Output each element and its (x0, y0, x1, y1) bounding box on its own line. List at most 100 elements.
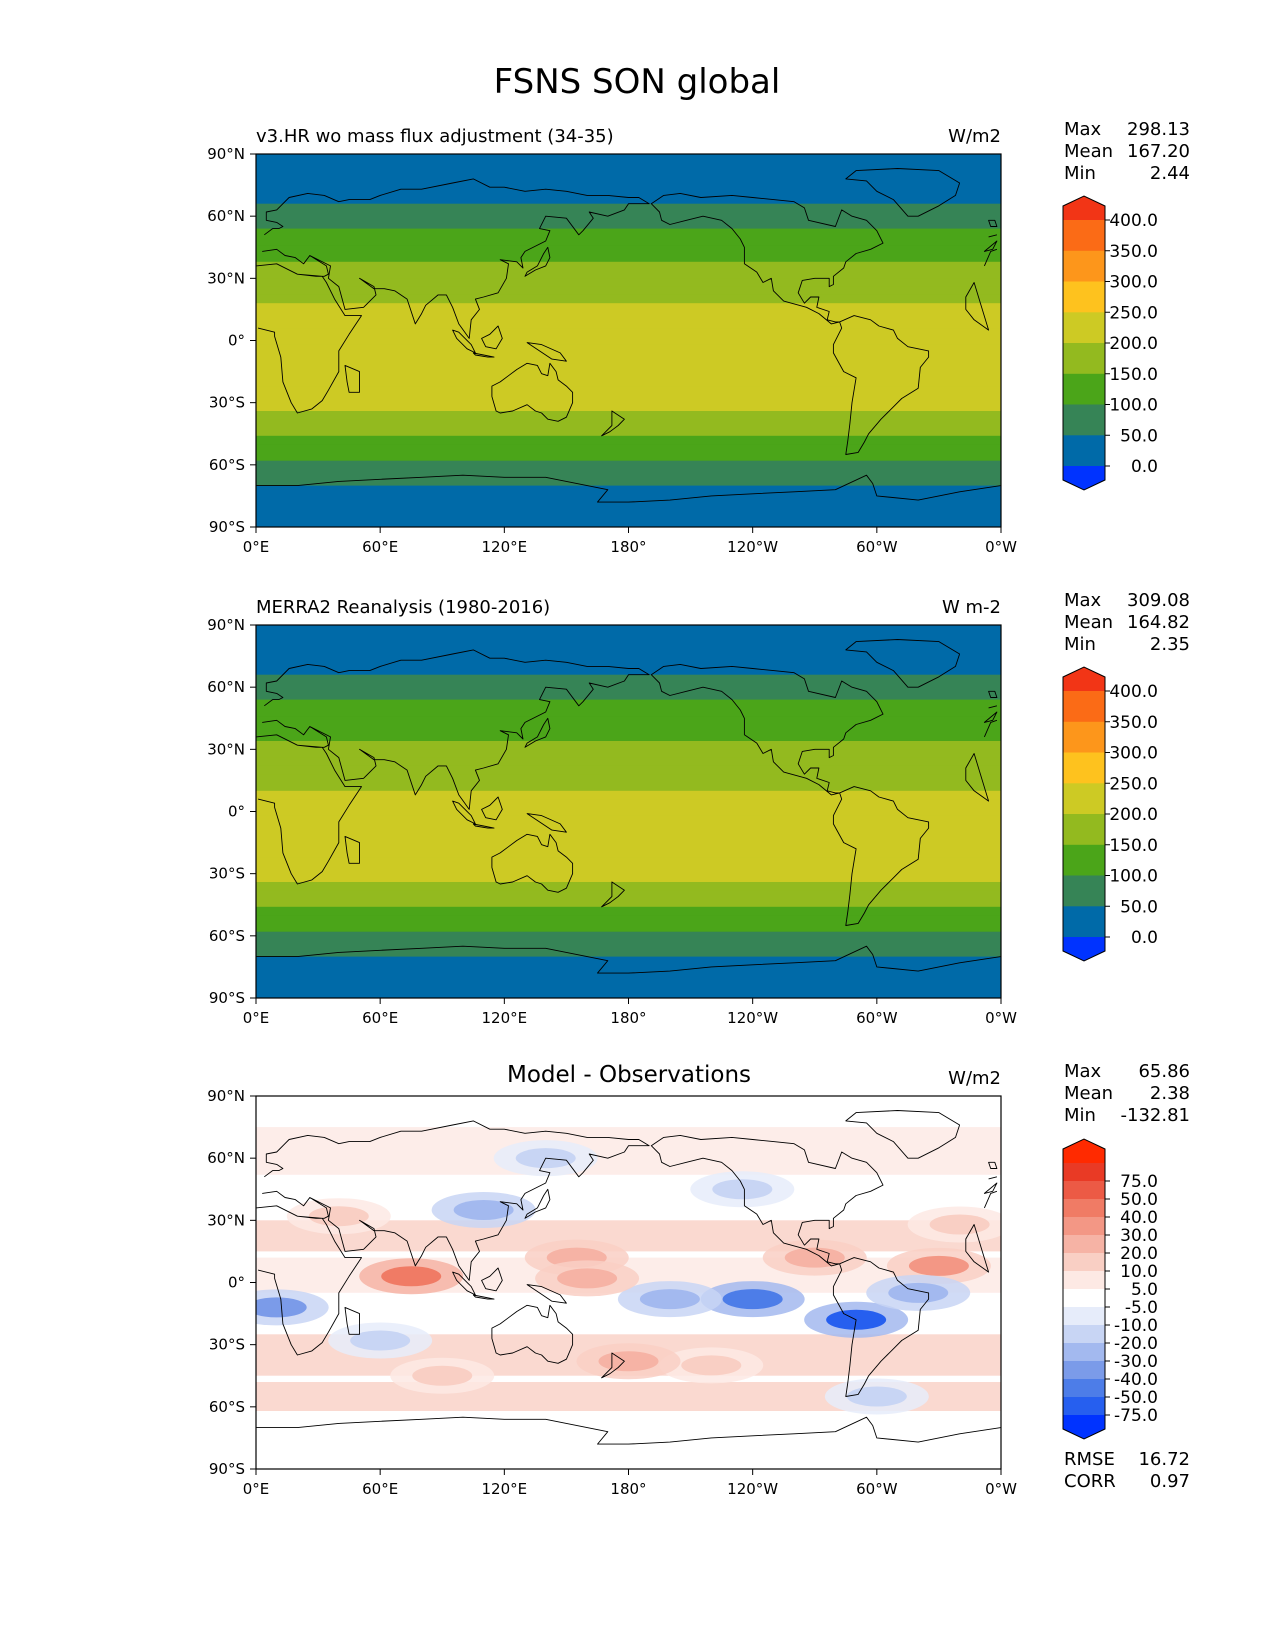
colorbar-segment (1063, 220, 1105, 252)
stat-max-value: 65.86 (1138, 1061, 1190, 1082)
stat-min-value: -132.81 (1121, 1105, 1190, 1126)
field-band (256, 658, 1001, 668)
anomaly-core (381, 1266, 442, 1287)
colorbar-segment (1063, 312, 1105, 344)
x-tick-label: 60°W (856, 1009, 898, 1027)
field-band (256, 948, 1001, 958)
field-band (256, 625, 1001, 634)
colorbar-segment (1063, 404, 1105, 436)
stat-rmse-label: RMSE (1064, 1449, 1115, 1470)
colorbar-segment (1063, 752, 1105, 784)
panel-model-colorbar: 0.0 50.0 100.0 150.0 200.0 250.0 300.0 350.0 400… (1062, 195, 1158, 491)
colorbar-tick-label: -20.0 (1114, 1334, 1158, 1354)
field-band (256, 848, 1001, 858)
colorbar-tick-label: 400.0 (1109, 682, 1158, 702)
x-tick-label: 180° (610, 538, 646, 556)
field-band (256, 477, 1001, 487)
panel-model-field (256, 154, 1001, 527)
y-tick-label: 90°S (209, 989, 245, 1007)
panel-diff-x-axis: 0°E 60°E 120°E 180° 120°W 60°W 0°W (243, 1469, 1017, 1498)
field-band (256, 352, 1001, 362)
panel-model-title: v3.HR wo mass flux adjustment (34-35) (256, 126, 614, 147)
x-tick-label: 60°W (856, 538, 898, 556)
anomaly-core (557, 1268, 618, 1289)
field-band (256, 203, 1001, 213)
field-band (256, 741, 1001, 750)
colorbar-extend-max (1063, 667, 1105, 691)
field-band (256, 782, 1001, 792)
x-tick-label: 0°E (243, 1480, 270, 1498)
anomaly-core (888, 1282, 949, 1303)
stat-mean-value: 164.82 (1127, 612, 1190, 633)
field-band (256, 294, 1001, 304)
colorbar-segment (1063, 814, 1105, 846)
y-tick-label: 60°N (207, 1149, 245, 1167)
colorbar-segment (1063, 1397, 1105, 1416)
field-band (256, 981, 1001, 991)
colorbar-segment (1063, 1379, 1105, 1398)
panel-model-y-axis: 90°N 60°N 30°N 0° 30°S 60°S 90°S (207, 145, 256, 536)
colorbar-tick-label: 100.0 (1109, 396, 1158, 416)
panel-model-map (256, 154, 1001, 527)
x-tick-label: 0°E (243, 538, 270, 556)
field-band (256, 890, 1001, 900)
x-tick-label: 0°E (243, 1009, 270, 1027)
y-tick-label: 90°S (209, 1460, 245, 1478)
x-tick-label: 120°W (727, 1480, 778, 1498)
y-tick-label: 0° (228, 1274, 245, 1292)
field-band (256, 195, 1001, 205)
colorbar-segment (1063, 875, 1105, 907)
colorbar-tick-label: 150.0 (1109, 836, 1158, 856)
field-band (256, 427, 1001, 437)
field-band (256, 882, 1001, 891)
field-band (256, 724, 1001, 734)
colorbar-segment (1063, 1181, 1105, 1200)
field-band (256, 840, 1001, 850)
field-band (256, 228, 1001, 238)
x-tick-label: 60°E (362, 1009, 398, 1027)
y-tick-label: 90°S (209, 518, 245, 536)
y-tick-label: 60°N (207, 207, 245, 225)
colorbar-segment (1063, 1271, 1105, 1290)
colorbar-segment (1063, 1199, 1105, 1218)
x-tick-label: 120°W (727, 1009, 778, 1027)
x-tick-label: 0°W (985, 1009, 1017, 1027)
field-band (256, 394, 1001, 404)
stat-max-value: 309.08 (1127, 590, 1190, 611)
x-tick-label: 60°E (362, 1480, 398, 1498)
field-band (256, 956, 1001, 966)
field-band (256, 328, 1001, 337)
colorbar-segment (1063, 1253, 1105, 1272)
colorbar-tick-label: 200.0 (1109, 805, 1158, 825)
panel-obs-title: MERRA2 Reanalysis (1980-2016) (256, 597, 550, 618)
field-band (256, 683, 1001, 692)
anomaly-core (308, 1206, 369, 1227)
stat-max-label: Max (1064, 590, 1102, 611)
x-tick-label: 120°E (482, 1009, 528, 1027)
colorbar-segment (1063, 1235, 1105, 1254)
colorbar-tick-label: 350.0 (1109, 713, 1158, 733)
colorbar-extend-max (1063, 1139, 1105, 1163)
field-band (256, 460, 1001, 470)
panel-obs-units: W m-2 (942, 597, 1001, 618)
stat-max-value: 298.13 (1127, 119, 1190, 140)
stat-min-label: Min (1064, 1105, 1096, 1126)
panel-model: v3.HR wo mass flux adjustment (34-35) W/… (207, 119, 1190, 556)
field-band (256, 154, 1001, 163)
field-band (256, 303, 1001, 313)
field-band (256, 732, 1001, 742)
colorbar-segment (1063, 1343, 1105, 1362)
colorbar-segment (1063, 691, 1105, 723)
colorbar-tick-label: 50.0 (1120, 897, 1158, 917)
stat-min-value: 2.44 (1150, 163, 1190, 184)
colorbar-tick-label: 0.0 (1131, 457, 1158, 477)
panel-diff-field (256, 1096, 1001, 1469)
colorbar-segment (1063, 373, 1105, 406)
field-band (256, 765, 1001, 775)
field-band (256, 940, 1001, 949)
colorbar-tick-label: 75.0 (1120, 1172, 1158, 1192)
y-tick-label: 30°N (207, 269, 245, 287)
anomaly-core (681, 1355, 742, 1376)
colorbar-tick-label: 300.0 (1109, 744, 1158, 764)
colorbar-tick-label: -30.0 (1114, 1352, 1158, 1372)
